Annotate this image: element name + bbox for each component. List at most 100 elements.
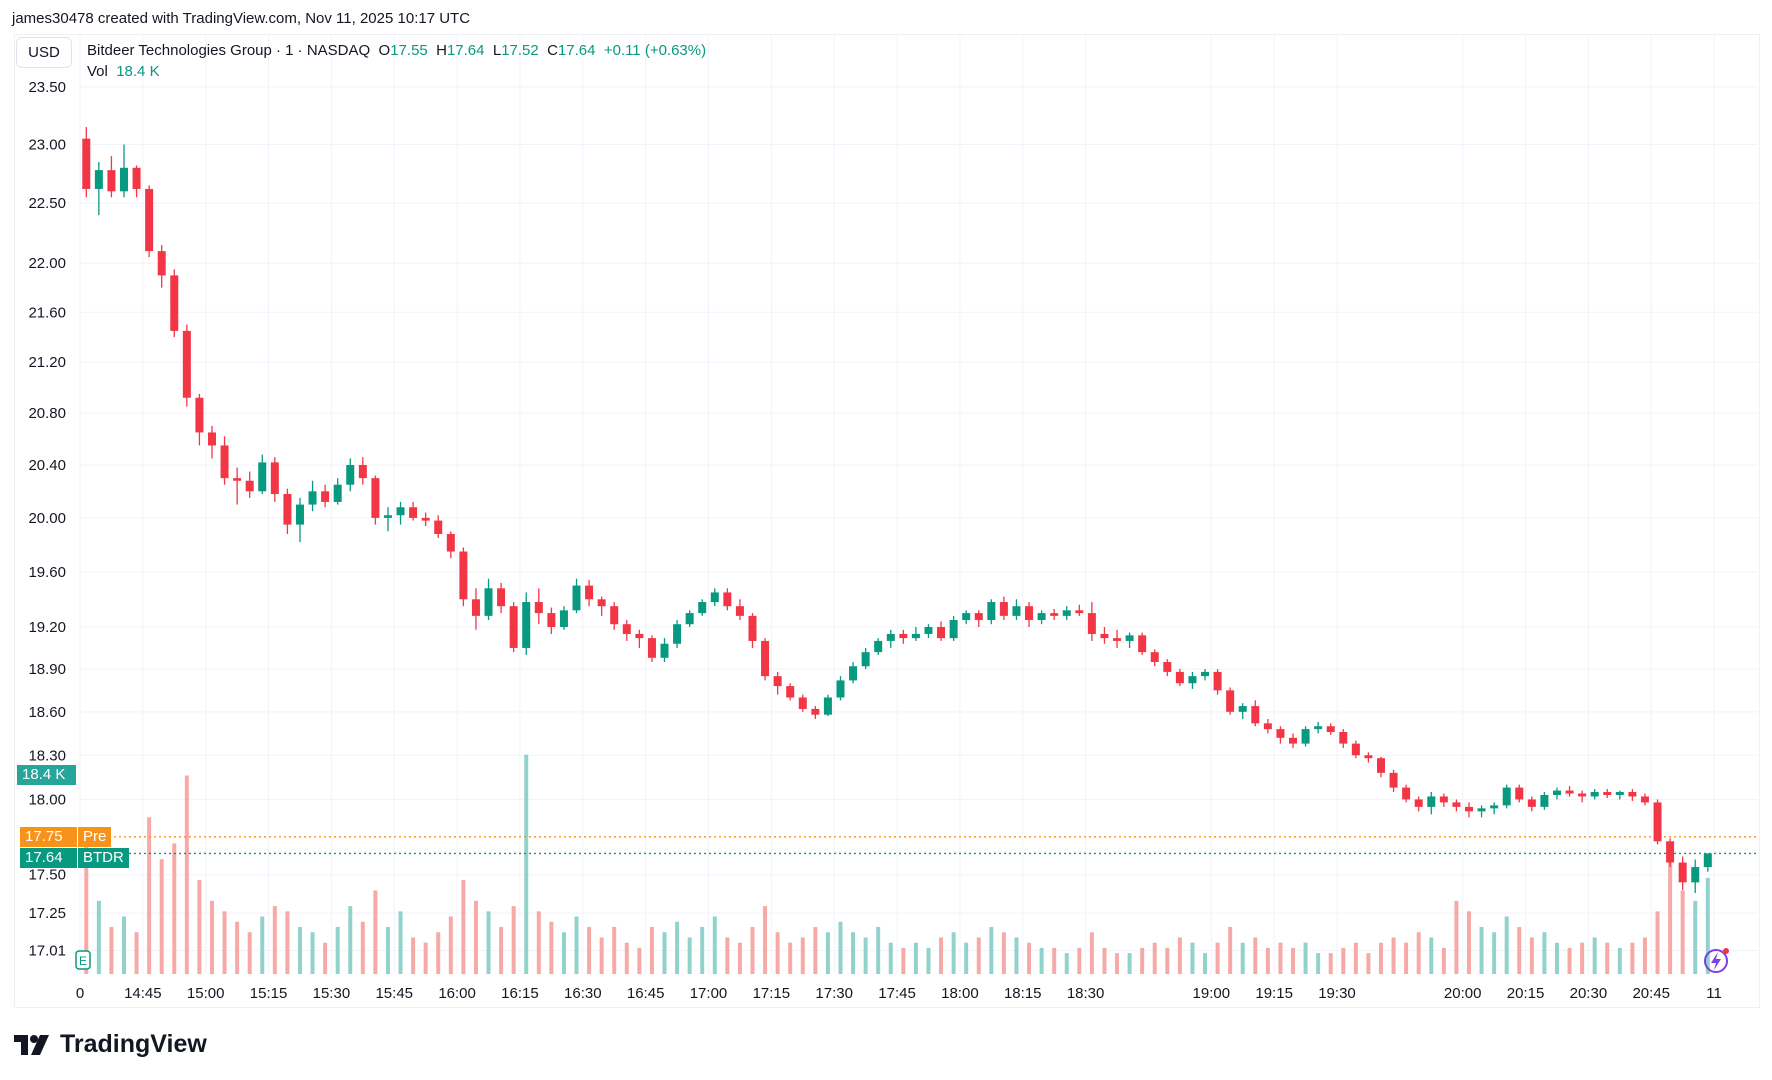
x-tick-label: 16:45 — [627, 985, 665, 1002]
candle-body — [999, 602, 1008, 616]
y-tick-label: 23.00 — [28, 136, 66, 153]
candle-body — [245, 480, 254, 492]
y-tick-label: 17.01 — [28, 943, 66, 960]
low-label: L — [492, 42, 502, 59]
x-tick-label: 19:00 — [1193, 985, 1231, 1002]
volume-bar — [700, 927, 705, 974]
volume-bar — [1366, 953, 1371, 974]
lightning-icon[interactable] — [1704, 948, 1729, 973]
volume-bar — [1303, 942, 1308, 974]
y-tick-label: 22.50 — [28, 195, 66, 212]
volume-bar — [297, 927, 302, 974]
candle-body — [1226, 690, 1235, 712]
volume-bar — [1680, 890, 1685, 974]
x-tick-label: 16:00 — [438, 985, 476, 1002]
candle-body — [308, 491, 317, 505]
candle-body — [761, 640, 770, 677]
y-tick-label: 17.50 — [28, 867, 66, 884]
volume-bar — [1328, 953, 1333, 974]
candle-body — [874, 640, 883, 653]
candle-body — [1578, 793, 1587, 797]
volume-bar — [285, 911, 290, 974]
volume-bar — [373, 890, 378, 974]
volume-bar — [121, 916, 126, 974]
symbol-title[interactable]: Bitdeer Technologies Group · 1 · NASDAQ — [87, 42, 371, 59]
candle-body — [823, 697, 832, 715]
candle-body — [409, 507, 418, 518]
candle-body — [371, 478, 380, 518]
volume-bar — [310, 932, 315, 974]
x-tick-label: 19:15 — [1255, 985, 1293, 1002]
candle-body — [1628, 792, 1637, 797]
volume-bar — [825, 932, 830, 974]
volume-bar — [587, 927, 592, 974]
candle-body — [1527, 799, 1536, 807]
candle-body — [547, 613, 556, 627]
x-tick-label: 16:15 — [501, 985, 539, 1002]
volume-bar — [813, 927, 818, 974]
low-value: 17.52 — [501, 42, 539, 59]
candle-body — [861, 652, 870, 667]
candle-body — [270, 462, 279, 494]
x-tick-label: 15:45 — [375, 985, 413, 1002]
volume-bar — [1039, 947, 1044, 974]
volume-bar — [473, 900, 478, 974]
candle-body — [1402, 787, 1411, 800]
volume-bar — [1630, 942, 1635, 974]
x-tick-label: 20:30 — [1570, 985, 1608, 1002]
pre-label-tag: Pre — [78, 827, 112, 847]
high-label: H — [436, 42, 447, 59]
volume-bar — [1102, 947, 1107, 974]
candle-body — [107, 170, 116, 192]
volume-bar — [561, 932, 566, 974]
candle-body — [673, 624, 682, 644]
candle-body — [622, 624, 631, 634]
candle-body — [1201, 671, 1210, 677]
candle-body — [949, 620, 958, 639]
volume-bar — [1341, 947, 1346, 974]
candle-body — [1640, 796, 1649, 803]
volume-bar — [1127, 953, 1132, 974]
tradingview-brand: TradingView — [60, 1030, 207, 1058]
volume-bar — [939, 937, 944, 974]
volume-bar — [1655, 911, 1660, 974]
candle-body — [1326, 726, 1335, 733]
volume-bar — [775, 932, 780, 974]
currency-button[interactable]: USD — [16, 37, 72, 68]
volume-bar — [549, 921, 554, 974]
volume-bar — [649, 927, 654, 974]
candle-body — [1339, 732, 1348, 744]
candle-body — [1490, 805, 1499, 809]
volume-bar — [1554, 942, 1559, 974]
volume-bar — [1052, 947, 1057, 974]
volume-bar — [184, 775, 189, 974]
volume-bar — [511, 906, 516, 974]
candle-body — [1087, 613, 1096, 634]
volume-bar — [1668, 859, 1673, 974]
candle-body — [1678, 862, 1687, 883]
candle-body — [1238, 706, 1247, 712]
volume-bar — [84, 827, 89, 974]
volume-bar — [1466, 911, 1471, 974]
volume-bar — [147, 817, 152, 974]
candle-body — [1615, 792, 1624, 795]
candle-body — [145, 188, 154, 252]
y-tick-label: 19.20 — [28, 619, 66, 636]
candle-body — [811, 708, 820, 715]
volume-bar — [260, 916, 265, 974]
volume-bar — [675, 921, 680, 974]
y-tick-label: 18.90 — [28, 661, 66, 678]
change-value: +0.11 (+0.63%) — [603, 42, 707, 59]
volume-bar — [96, 900, 101, 974]
x-tick-label: 15:30 — [313, 985, 351, 1002]
y-tick-label: 18.60 — [28, 704, 66, 721]
candle-body — [509, 606, 518, 648]
candle-body — [396, 507, 405, 516]
candle-body — [1515, 787, 1524, 800]
open-label: O — [378, 42, 391, 59]
candle-body — [610, 606, 619, 625]
volume-bar — [1077, 947, 1082, 974]
candle-body — [1439, 796, 1448, 803]
candle-body — [911, 633, 920, 639]
